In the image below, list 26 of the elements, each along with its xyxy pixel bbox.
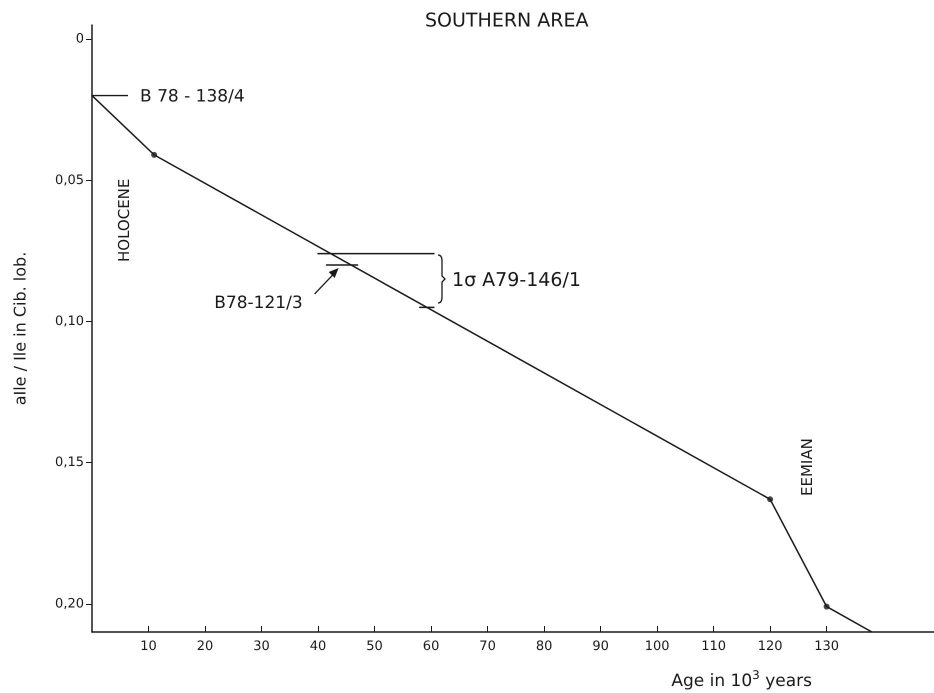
annotation: 1σ A79-146/1: [452, 269, 581, 291]
x-tick-label: 20: [196, 639, 214, 654]
x-axis-title: Age in 10$^{3}$ years: [671, 668, 812, 691]
x-tick-label: 70: [479, 639, 496, 654]
x-tick-label: 30: [253, 639, 270, 654]
x-tick-label: 10: [140, 639, 157, 654]
x-tick-label: 120: [758, 639, 783, 654]
x-tick-label: 50: [366, 639, 383, 654]
y-tick-label: 0,15: [55, 455, 84, 470]
x-tick-label: 130: [814, 639, 840, 654]
x-tick-label: 90: [592, 639, 609, 654]
annotation: B 78 - 138/4: [140, 86, 245, 107]
annotation: EEMIAN: [798, 438, 816, 496]
annotation: HOLOCENE: [115, 178, 133, 262]
chart-title: SOUTHERN AREA: [425, 10, 588, 32]
y-axis-title: aIle / Ile in Cib. lob.: [10, 252, 30, 406]
x-tick-label: 40: [310, 639, 326, 654]
y-tick-label: 0,05: [55, 172, 84, 188]
x-tick-label: 80: [536, 639, 552, 654]
y-tick-label: 0: [76, 32, 84, 47]
y-tick-label: 0,20: [55, 596, 84, 612]
x-tick-label: 60: [422, 639, 440, 654]
x-tick-label: 110: [701, 639, 726, 654]
annotation: B78-121/3: [214, 292, 303, 313]
x-tick-label: 100: [644, 639, 670, 654]
y-tick-label: 0,10: [55, 314, 84, 329]
